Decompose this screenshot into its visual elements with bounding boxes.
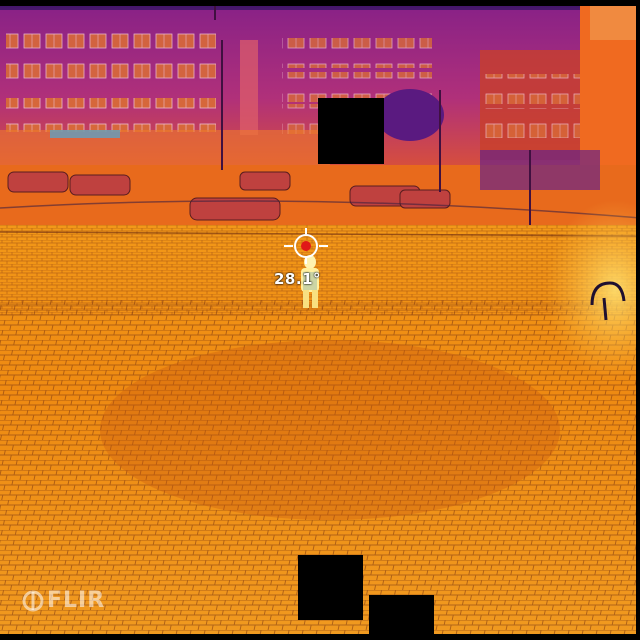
- redaction-box: [318, 98, 384, 164]
- person-figure: [301, 255, 319, 308]
- spot-meter: [284, 228, 328, 264]
- flir-mark-icon: [22, 590, 44, 611]
- redaction-box: [298, 555, 363, 620]
- flir-logo: FLIR: [22, 588, 105, 613]
- flir-logo-text: FLIR: [47, 588, 106, 613]
- frame-edge: [636, 0, 640, 640]
- crosshair-icon: [284, 228, 328, 264]
- temperature-readout: 28.1°: [274, 270, 322, 288]
- redaction-box: [369, 595, 434, 640]
